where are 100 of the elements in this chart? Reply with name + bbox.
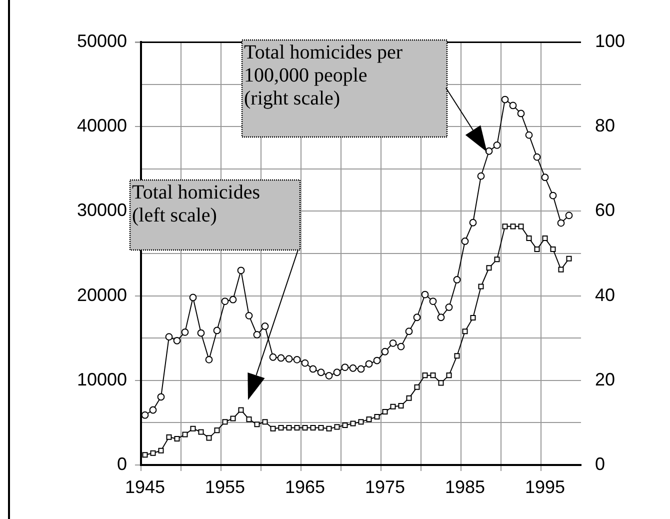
point [341,364,349,371]
x-tick-label: 1965 [284,476,326,497]
point [165,333,173,341]
point [518,224,524,230]
point [485,147,493,155]
point [542,236,548,242]
point [277,354,285,362]
x-tick-label: 1995 [524,476,566,497]
point [158,448,164,454]
point [422,372,428,378]
point [357,365,365,373]
y2-tick-label: 0 [595,454,606,474]
point [430,372,436,378]
point [293,356,301,364]
point [142,452,148,458]
point [470,315,476,321]
point [557,219,565,227]
point [253,331,261,338]
point [406,395,412,401]
point [181,328,189,336]
x-tick-label: 1945 [124,476,166,497]
y-tick-label: 40000 [76,116,127,136]
point [454,353,460,359]
point [285,355,293,363]
y2-tick-label: 60 [595,200,616,220]
point [382,408,388,414]
point [230,416,236,422]
point [286,425,292,431]
point [269,353,277,361]
point [190,426,196,432]
point [478,284,484,290]
point [214,428,220,434]
point [462,328,468,334]
point [486,265,492,271]
point [237,266,245,274]
point [325,372,333,380]
point [429,298,437,305]
point [149,406,157,414]
point [333,368,341,376]
point [461,238,469,245]
point [381,348,389,356]
point [366,416,372,422]
point [213,326,221,334]
point [349,364,357,372]
point [493,142,501,149]
point [374,414,380,420]
point [358,419,364,425]
point [549,192,557,200]
point [501,96,509,104]
point [302,425,308,431]
point [182,432,188,438]
point [510,224,516,230]
point [246,416,252,422]
point [157,393,165,401]
point [261,322,269,330]
point [174,436,180,442]
point [414,384,420,390]
y-tick-label: 30000 [76,200,127,220]
point [166,434,172,440]
point [534,246,540,252]
point [517,110,525,118]
point [197,329,205,337]
point [565,212,573,220]
point [541,174,549,182]
point [526,236,532,242]
y-tick-label: 10000 [76,369,127,390]
y2-tick-label: 20 [595,369,616,390]
point [398,403,404,409]
point [533,153,541,161]
annotation: Total homicides (left scale) [132,181,260,226]
point [342,422,348,428]
point [294,425,300,431]
point [453,276,461,284]
point [566,256,572,262]
point [198,429,204,435]
point [365,360,373,368]
point [509,102,517,110]
point [317,368,325,376]
point [189,294,197,302]
point [254,422,260,428]
point [390,404,396,410]
point [245,312,253,320]
point [310,425,316,431]
point [222,419,228,425]
annotation: Total homicides per 100,000 people (right scale) [244,41,403,110]
point [270,426,276,432]
y-tick-label: 20000 [76,284,127,305]
point [438,380,444,386]
point [445,304,453,311]
point [318,425,324,431]
point [446,372,452,378]
point [550,246,556,252]
point [150,450,156,456]
y-tick-label: 0 [116,454,127,474]
point [469,218,477,226]
point [205,356,213,364]
point [413,314,421,322]
point [334,424,340,430]
y-tick-label: 50000 [76,30,127,51]
point [389,339,397,347]
